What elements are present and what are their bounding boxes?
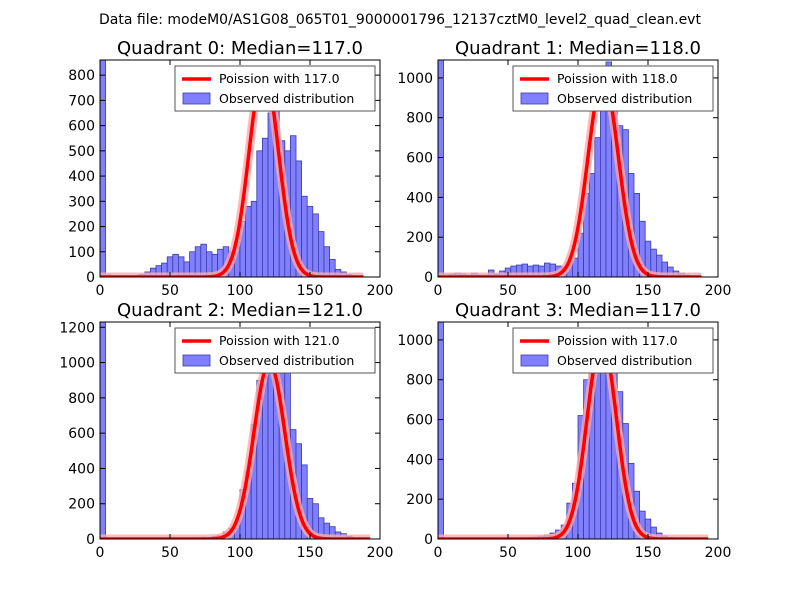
y-tick-label: 200 [68,497,95,513]
legend-label-poisson: Poission with 117.0 [557,333,678,348]
histogram-bar [100,322,106,539]
y-tick-label: 500 [68,144,95,160]
histogram-bar [200,243,207,277]
legend-bar-swatch [520,354,549,367]
legend: Poission with 117.0 Observed distribution [174,65,376,112]
y-tick-label: 400 [406,452,433,468]
y-tick-label: 0 [86,532,95,548]
panel-title: Quadrant 0: Median=117.0 [117,38,363,59]
y-tick-label: 800 [68,68,95,84]
y-tick-label: 800 [68,391,95,407]
y-tick-label: 400 [406,190,433,206]
legend-label-observed: Observed distribution [557,353,692,368]
histogram-bar [250,200,258,277]
legend: Poission with 117.0 Observed distribution [512,327,714,374]
y-tick-label: 300 [68,194,95,210]
histogram-bar [194,246,202,277]
histogram-bar [100,60,106,277]
x-tick-label: 0 [434,545,443,561]
histogram-bar [306,205,314,277]
x-tick-label: 50 [161,283,179,299]
legend-bar-swatch [182,354,211,367]
legend-label-poisson: Poission with 121.0 [219,333,340,348]
x-tick-label: 200 [705,545,732,561]
panel-quadrant-1: 0 50 100 150 200 0 200 400 600 800 1000 Quadrant 1:… [397,38,731,299]
y-tick-label: 700 [68,93,95,109]
histogram-bar [600,91,607,277]
y-tick-label: 200 [406,492,433,508]
x-tick-label: 50 [499,283,517,299]
y-tick-label: 600 [68,119,95,135]
x-tick-label: 0 [96,545,105,561]
figure-title: Data file: modeM0/AS1G08_065T01_90000017… [99,12,701,28]
y-tick-label: 600 [68,426,95,442]
x-tick-label: 150 [297,545,324,561]
x-tick-label: 100 [227,283,254,299]
y-tick-label: 1000 [397,333,433,349]
histogram-bar [317,231,325,277]
y-tick-label: 400 [68,169,95,185]
panel-title: Quadrant 1: Median=118.0 [455,38,701,59]
y-tick-label: 1200 [59,320,95,336]
legend: Poission with 121.0 Observed distribution [174,327,376,374]
panel-title: Quadrant 3: Median=117.0 [455,300,701,321]
legend-label-poisson: Poission with 117.0 [219,71,340,86]
legend-label-poisson: Poission with 118.0 [557,71,678,86]
x-tick-label: 0 [96,283,105,299]
y-tick-label: 100 [68,245,95,261]
x-tick-label: 50 [499,545,517,561]
x-tick-label: 0 [434,283,443,299]
poisson-curve-halo [100,357,371,539]
x-tick-label: 150 [635,545,662,561]
histogram-bar [256,150,263,277]
x-tick-label: 50 [161,545,179,561]
histogram-bar [245,205,252,277]
x-tick-label: 200 [705,283,732,299]
x-tick-label: 150 [297,283,324,299]
y-tick-label: 600 [406,151,433,167]
histogram-bar [594,137,601,277]
histogram-bar [438,322,444,539]
y-tick-label: 200 [406,230,433,246]
y-tick-label: 1000 [397,71,433,87]
panel-quadrant-0: 0 50 100 150 200 0 100 200 300 400 500 600 700 800 Qua… [68,38,393,299]
x-tick-label: 150 [635,283,662,299]
histogram-bar [312,213,319,277]
y-tick-label: 1000 [59,356,95,372]
x-tick-label: 100 [227,545,254,561]
legend-bar-swatch [520,92,549,105]
histogram-bar [323,246,330,277]
legend-label-observed: Observed distribution [219,91,354,106]
histogram-bar [329,258,336,277]
y-tick-label: 800 [406,111,433,127]
y-tick-label: 0 [86,270,95,286]
y-tick-label: 600 [406,413,433,429]
y-tick-label: 400 [68,461,95,477]
panel-title: Quadrant 2: Median=121.0 [117,300,363,321]
legend-label-observed: Observed distribution [219,353,354,368]
y-tick-label: 800 [406,373,433,389]
y-tick-label: 0 [424,270,433,286]
histogram-bar [438,60,444,277]
panel-quadrant-3: 0 50 100 150 200 0 200 400 600 800 1000 Quadrant 3:… [397,300,731,561]
x-tick-label: 100 [565,283,592,299]
legend-label-observed: Observed distribution [557,91,692,106]
y-tick-label: 200 [68,220,95,236]
x-tick-label: 200 [367,545,394,561]
plot-area [438,60,702,277]
x-tick-label: 200 [367,283,394,299]
histogram-bar [261,137,269,277]
legend: Poission with 118.0 Observed distribution [512,65,714,112]
y-tick-label: 0 [424,532,433,548]
legend-bar-swatch [182,92,211,105]
histogram-bar [588,173,596,277]
panel-quadrant-2: 0 50 100 150 200 0 200 400 600 800 1000 1200 Quadran… [59,300,393,561]
x-tick-label: 100 [565,545,592,561]
